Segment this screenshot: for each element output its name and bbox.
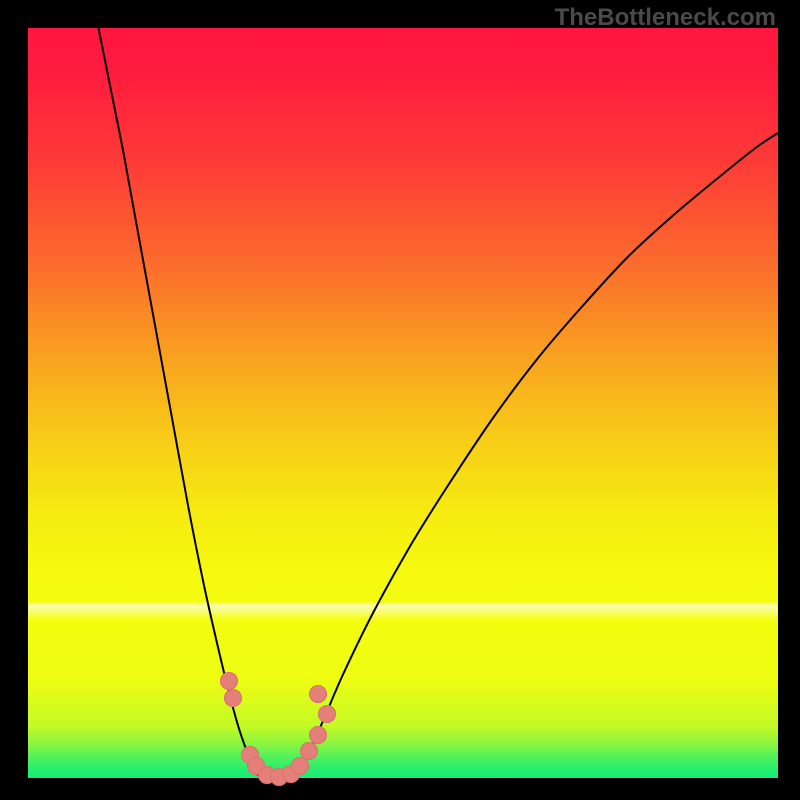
marker-point	[300, 742, 318, 760]
marker-point	[309, 726, 327, 744]
marker-point	[309, 685, 327, 703]
marker-point	[220, 672, 238, 690]
curve-svg	[28, 28, 778, 778]
curve-left_branch	[99, 28, 263, 778]
frame: TheBottleneck.com	[0, 0, 800, 800]
watermark-text: TheBottleneck.com	[555, 4, 776, 32]
marker-point	[224, 689, 242, 707]
marker-point	[318, 705, 336, 723]
plot-area	[28, 28, 778, 778]
curve-right_branch	[291, 133, 779, 778]
